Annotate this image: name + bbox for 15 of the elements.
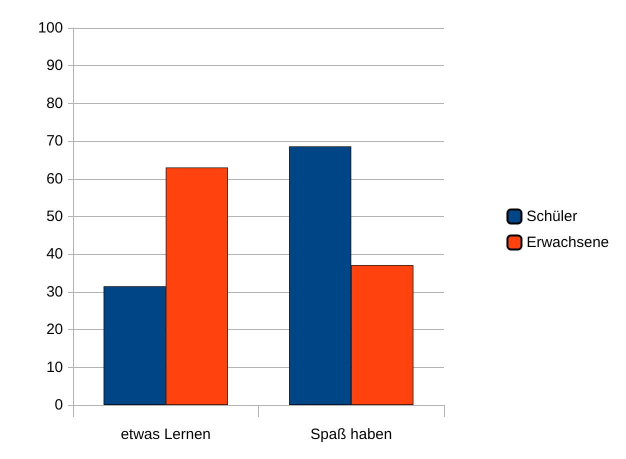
y-tick-label: 30 (46, 283, 63, 300)
x-tick-label: Spaß haben (310, 426, 392, 443)
y-tick-label: 70 (46, 132, 63, 150)
y-tick-label: 20 (46, 321, 63, 338)
y-tick-label: 40 (46, 246, 63, 263)
legend-label: Erwachsene (526, 234, 610, 251)
x-tick-label: etwas Lernen (120, 426, 211, 443)
y-tick-label: 60 (46, 170, 63, 188)
y-tick-label: 80 (46, 94, 63, 112)
y-tick-label: 0 (54, 396, 63, 414)
y-tick-label: 90 (46, 57, 63, 74)
legend-label: Schüler (526, 208, 578, 225)
y-tick-label: 100 (38, 20, 63, 36)
y-tick-label: 10 (46, 358, 63, 376)
y-tick-label: 50 (46, 208, 63, 225)
